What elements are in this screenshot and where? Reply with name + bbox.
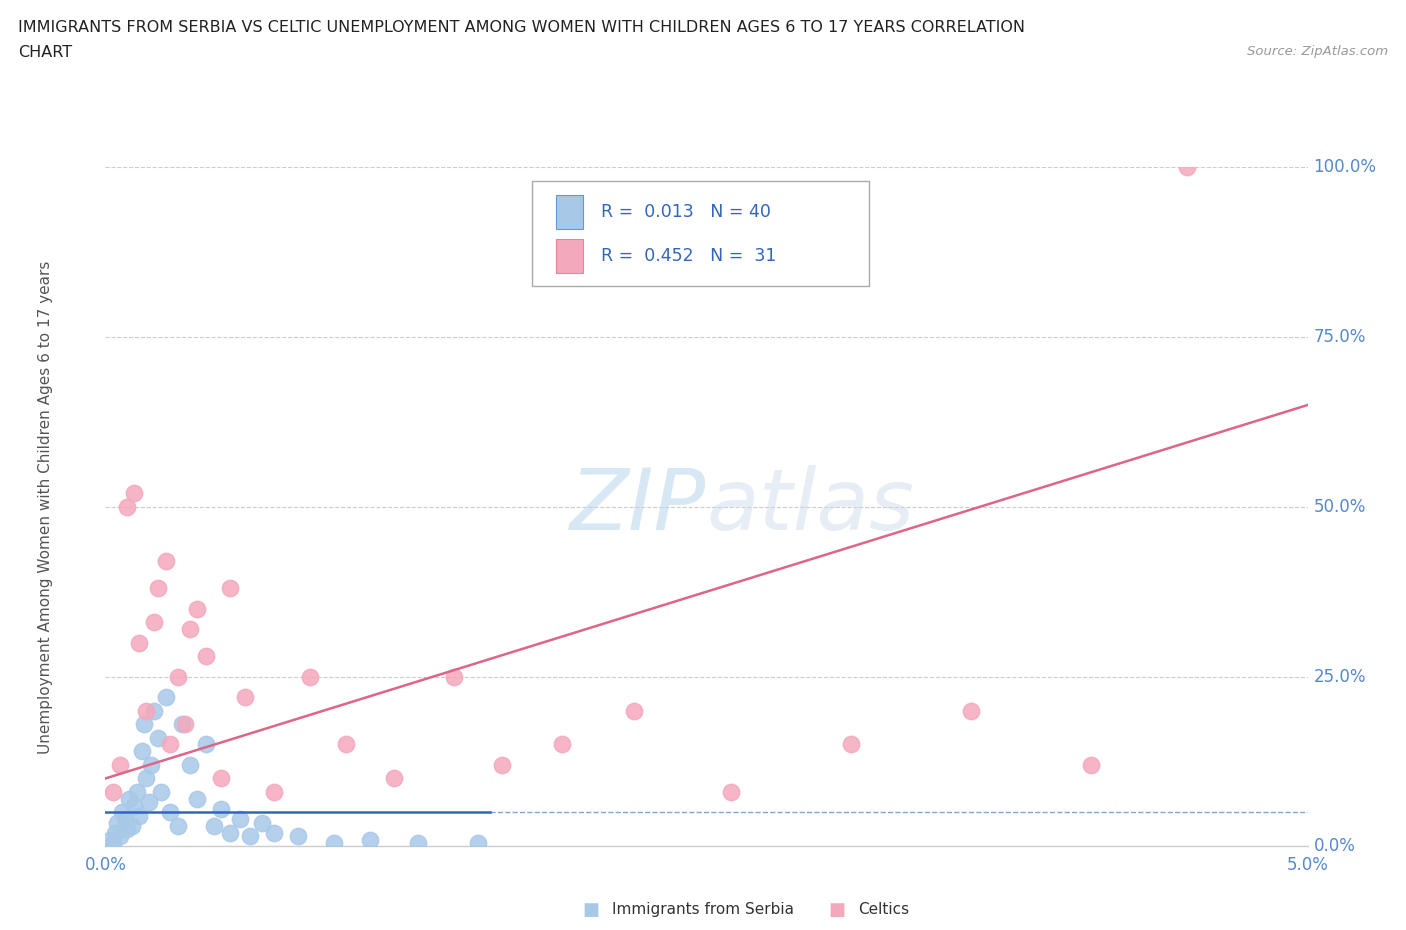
Point: [101, 785, 124, 800]
Point: [149, 785, 172, 800]
Point: [229, 812, 252, 827]
Point: [209, 802, 232, 817]
Point: [250, 815, 273, 830]
Point: [960, 703, 983, 718]
Point: [209, 771, 232, 786]
Point: [111, 805, 134, 820]
Point: [124, 798, 146, 813]
Point: [101, 835, 124, 850]
Text: ■: ■: [582, 900, 599, 919]
Point: [131, 744, 153, 759]
Point: [172, 717, 194, 732]
Point: [125, 785, 148, 800]
Point: [124, 485, 146, 500]
Point: [195, 649, 218, 664]
Point: [142, 703, 165, 718]
Text: Celtics: Celtics: [858, 902, 908, 917]
Text: IMMIGRANTS FROM SERBIA VS CELTIC UNEMPLOYMENT AMONG WOMEN WITH CHILDREN AGES 6 T: IMMIGRANTS FROM SERBIA VS CELTIC UNEMPLO…: [18, 20, 1025, 35]
Point: [1175, 160, 1198, 175]
Point: [263, 825, 285, 840]
Point: [128, 635, 150, 650]
Point: [322, 835, 344, 850]
Point: [104, 825, 127, 840]
Text: R =  0.013   N = 40: R = 0.013 N = 40: [600, 203, 770, 220]
Text: CHART: CHART: [18, 45, 72, 60]
Text: 25.0%: 25.0%: [1313, 668, 1367, 685]
Point: [186, 602, 208, 617]
Text: Source: ZipAtlas.com: Source: ZipAtlas.com: [1247, 45, 1388, 58]
Point: [118, 791, 141, 806]
Point: [623, 703, 645, 718]
Point: [139, 757, 162, 772]
Point: [195, 737, 218, 751]
Point: [114, 812, 136, 827]
Text: R =  0.452   N =  31: R = 0.452 N = 31: [600, 246, 776, 265]
Point: [108, 757, 131, 772]
Text: 100.0%: 100.0%: [1313, 158, 1376, 177]
Point: [135, 771, 157, 786]
Point: [159, 737, 181, 751]
Point: [107, 815, 129, 830]
Point: [287, 829, 309, 844]
Point: [108, 829, 131, 844]
FancyBboxPatch shape: [533, 181, 869, 286]
Point: [219, 581, 242, 596]
Text: Unemployment Among Women with Children Ages 6 to 17 years: Unemployment Among Women with Children A…: [38, 260, 53, 753]
Point: [219, 825, 242, 840]
Point: [166, 818, 188, 833]
Point: [382, 771, 405, 786]
Text: ZIP: ZIP: [571, 465, 707, 549]
Text: Immigrants from Serbia: Immigrants from Serbia: [612, 902, 793, 917]
Point: [839, 737, 862, 751]
Point: [155, 689, 177, 704]
Point: [406, 835, 429, 850]
Point: [202, 818, 225, 833]
Point: [179, 757, 201, 772]
Point: [263, 785, 285, 800]
Point: [148, 581, 170, 596]
Point: [298, 670, 321, 684]
Point: [98, 832, 121, 847]
Point: [132, 717, 155, 732]
Point: [159, 805, 181, 820]
Point: [233, 689, 256, 704]
Point: [359, 832, 381, 847]
Text: 0.0%: 0.0%: [1313, 837, 1355, 856]
Point: [179, 621, 201, 636]
Bar: [557, 194, 582, 229]
Point: [115, 822, 138, 837]
Point: [491, 757, 513, 772]
Point: [467, 835, 489, 850]
Point: [1080, 757, 1102, 772]
Point: [128, 808, 150, 823]
Point: [551, 737, 574, 751]
Point: [239, 829, 262, 844]
Point: [335, 737, 357, 751]
Point: [186, 791, 208, 806]
Text: ■: ■: [828, 900, 845, 919]
Text: 75.0%: 75.0%: [1313, 328, 1367, 346]
Point: [443, 670, 465, 684]
Point: [138, 795, 160, 810]
Point: [135, 703, 157, 718]
Point: [166, 670, 188, 684]
Point: [155, 553, 177, 568]
Point: [115, 499, 138, 514]
Point: [121, 818, 143, 833]
Text: atlas: atlas: [707, 465, 914, 549]
Text: 50.0%: 50.0%: [1313, 498, 1367, 516]
Point: [142, 615, 165, 630]
Point: [173, 717, 195, 732]
Point: [720, 785, 742, 800]
Point: [148, 730, 170, 745]
Bar: [557, 239, 582, 272]
